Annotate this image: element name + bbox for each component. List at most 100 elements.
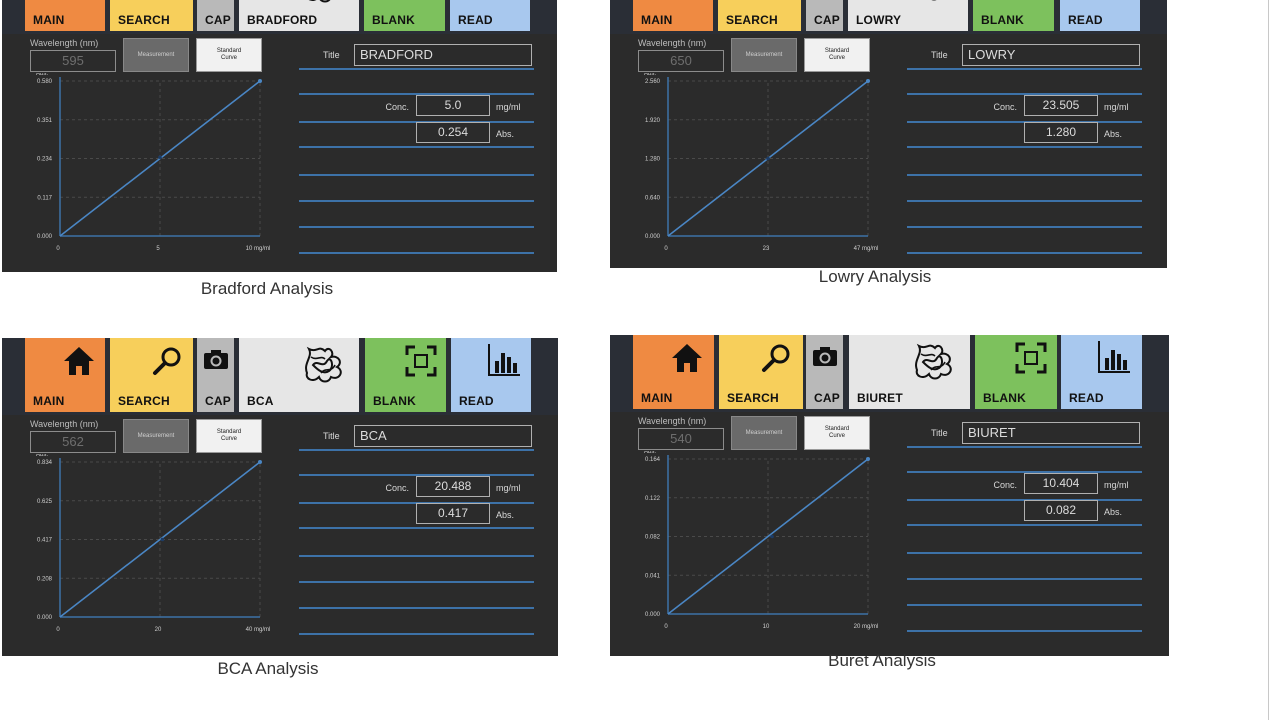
y-tick-label: 0.000: [37, 615, 53, 621]
protein-structure-icon: [299, 343, 351, 390]
title-input[interactable]: BIURET: [962, 422, 1140, 444]
x-tick-label: 40 mg/ml: [246, 627, 271, 633]
title-input[interactable]: BCA: [354, 425, 532, 447]
sample-marker: [766, 156, 770, 161]
blank-frame-icon: [404, 0, 436, 2]
read-label: READ: [458, 13, 493, 27]
toolbar: MAIN SEARCH CAP BIURET BLANK READ: [610, 335, 1169, 412]
measurement-button[interactable]: Measurement: [123, 38, 189, 72]
divider-line: [299, 527, 534, 529]
y-axis-title: Abs.: [36, 73, 48, 77]
protein-title-button[interactable]: LOWRY: [848, 0, 968, 31]
title-input[interactable]: BRADFORD: [354, 44, 532, 66]
blank-button[interactable]: BLANK: [364, 0, 445, 31]
cap-button[interactable]: CAP: [806, 0, 843, 31]
y-tick-label: 0.640: [645, 195, 661, 201]
bar-chart-icon: [487, 343, 521, 382]
divider-line: [299, 174, 534, 176]
standard-curve-button[interactable]: Standard Curve: [804, 416, 870, 450]
title-label: Title: [931, 50, 948, 60]
measurement-button[interactable]: Measurement: [123, 419, 189, 453]
y-axis-title: Abs.: [644, 73, 656, 77]
divider-line: [299, 633, 534, 635]
read-button[interactable]: READ: [1060, 0, 1140, 31]
main-button[interactable]: MAIN: [25, 0, 105, 31]
read-button[interactable]: READ: [450, 0, 530, 31]
wavelength-input[interactable]: 540: [638, 428, 724, 450]
title-label: Title: [323, 50, 340, 60]
divider-line: [907, 604, 1142, 606]
divider-line: [907, 68, 1142, 70]
main-button[interactable]: MAIN: [25, 338, 105, 412]
conc-label: Conc.: [993, 102, 1017, 112]
standard-curve-button[interactable]: Standard Curve: [196, 38, 262, 72]
protein-structure-icon: [299, 0, 351, 10]
main-label: MAIN: [33, 13, 65, 27]
wavelength-input[interactable]: 595: [30, 50, 116, 72]
divider-line: [299, 449, 534, 451]
protein-title-label: BIURET: [857, 391, 903, 405]
magnifier-icon: [761, 343, 791, 378]
wavelength-input[interactable]: 650: [638, 50, 724, 72]
abs-unit: Abs.: [496, 129, 515, 139]
cap-button[interactable]: CAP: [806, 335, 843, 409]
x-tick-label: 0: [56, 246, 60, 252]
divider-line: [299, 474, 534, 476]
blank-button[interactable]: BLANK: [973, 0, 1054, 31]
y-tick-label: 0.164: [645, 457, 661, 463]
toolbar: MAIN SEARCH CAP LOWRY BLANK READ: [610, 0, 1167, 34]
read-button[interactable]: READ: [1061, 335, 1142, 409]
protein-structure-icon: [908, 0, 960, 8]
magnifier-icon: [152, 346, 182, 381]
wavelength-input[interactable]: 562: [30, 431, 116, 453]
bar-chart-icon: [1097, 340, 1131, 379]
search-button[interactable]: SEARCH: [110, 0, 193, 31]
standard-curve-chart: Abs. 0.000 0.640 1.280 1.920 2.560 0 23 47 mg/ml: [644, 73, 878, 252]
standard-curve-button[interactable]: Standard Curve: [196, 419, 262, 453]
panel-caption: Bradford Analysis: [200, 279, 334, 298]
y-axis-title: Abs.: [36, 454, 48, 458]
y-tick-label: 0.000: [645, 612, 661, 618]
blank-button[interactable]: BLANK: [365, 338, 446, 412]
read-button[interactable]: READ: [451, 338, 531, 412]
search-button[interactable]: SEARCH: [110, 338, 193, 412]
y-tick-label: 0.117: [37, 195, 52, 201]
conc-unit: mg/ml: [1104, 480, 1129, 490]
divider-line: [907, 93, 1142, 95]
divider-line: [299, 68, 534, 70]
read-label: READ: [1068, 13, 1103, 27]
panel-caption: Lowry Analysis: [818, 267, 932, 286]
divider-line: [907, 471, 1142, 473]
protein-title-button[interactable]: BRADFORD: [239, 0, 359, 31]
curve-end-point: [866, 79, 870, 83]
main-button[interactable]: MAIN: [633, 335, 714, 409]
standard-curve-chart: Abs. 0.000 0.117 0.234 0.351 0.580 0 5 10 mg/ml: [36, 73, 270, 252]
conc-label: Conc.: [385, 483, 409, 493]
blank-label: BLANK: [372, 13, 415, 27]
standard-curve-button[interactable]: Standard Curve: [804, 38, 870, 72]
protein-title-button[interactable]: BCA: [239, 338, 359, 412]
cap-button[interactable]: CAP: [197, 0, 234, 31]
wavelength-label: Wavelength (nm): [638, 38, 707, 48]
x-tick-label: 10: [763, 624, 770, 630]
curve-end-point: [258, 79, 262, 83]
measurement-button[interactable]: Measurement: [731, 416, 797, 450]
abs-value: 1.280: [1024, 122, 1098, 143]
measurement-button[interactable]: Measurement: [731, 38, 797, 72]
x-tick-label: 5: [156, 246, 160, 252]
abs-value: 0.254: [416, 122, 490, 143]
search-button[interactable]: SEARCH: [719, 335, 803, 409]
divider-line: [299, 581, 534, 583]
protein-title-label: LOWRY: [856, 13, 902, 27]
main-button[interactable]: MAIN: [633, 0, 713, 31]
search-button[interactable]: SEARCH: [718, 0, 801, 31]
y-tick-label: 0.834: [37, 460, 53, 466]
y-tick-label: 1.280: [645, 157, 661, 163]
y-tick-label: 0.122: [645, 496, 661, 502]
title-input[interactable]: LOWRY: [962, 44, 1140, 66]
protein-title-button[interactable]: BIURET: [849, 335, 970, 409]
title-label: Title: [931, 428, 948, 438]
cap-button[interactable]: CAP: [197, 338, 234, 412]
blank-button[interactable]: BLANK: [975, 335, 1057, 409]
divider-line: [299, 226, 534, 228]
